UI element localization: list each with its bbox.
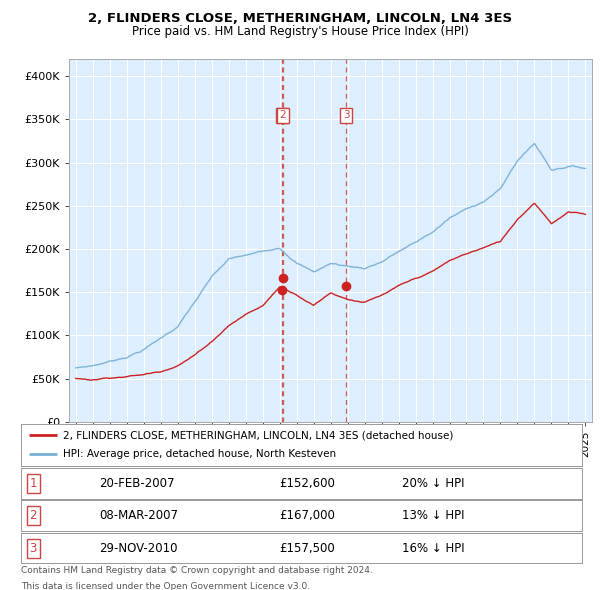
Text: 2, FLINDERS CLOSE, METHERINGHAM, LINCOLN, LN4 3ES: 2, FLINDERS CLOSE, METHERINGHAM, LINCOLN…	[88, 12, 512, 25]
Text: £152,600: £152,600	[279, 477, 335, 490]
Text: 1: 1	[278, 110, 285, 120]
Text: HPI: Average price, detached house, North Kesteven: HPI: Average price, detached house, Nort…	[63, 449, 336, 459]
Text: 2, FLINDERS CLOSE, METHERINGHAM, LINCOLN, LN4 3ES (detached house): 2, FLINDERS CLOSE, METHERINGHAM, LINCOLN…	[63, 430, 454, 440]
Text: 1: 1	[29, 477, 37, 490]
Text: £157,500: £157,500	[279, 542, 335, 555]
Text: Price paid vs. HM Land Registry's House Price Index (HPI): Price paid vs. HM Land Registry's House …	[131, 25, 469, 38]
Text: This data is licensed under the Open Government Licence v3.0.: This data is licensed under the Open Gov…	[21, 582, 310, 590]
Text: 16% ↓ HPI: 16% ↓ HPI	[403, 542, 465, 555]
Text: 29-NOV-2010: 29-NOV-2010	[100, 542, 178, 555]
Text: Contains HM Land Registry data © Crown copyright and database right 2024.: Contains HM Land Registry data © Crown c…	[21, 566, 373, 575]
Text: 3: 3	[29, 542, 37, 555]
Text: 2: 2	[280, 110, 286, 120]
Text: 2: 2	[29, 509, 37, 522]
Text: 3: 3	[343, 110, 349, 120]
Text: 20% ↓ HPI: 20% ↓ HPI	[403, 477, 465, 490]
Text: 20-FEB-2007: 20-FEB-2007	[100, 477, 175, 490]
Text: £167,000: £167,000	[279, 509, 335, 522]
Text: 13% ↓ HPI: 13% ↓ HPI	[403, 509, 465, 522]
Text: 08-MAR-2007: 08-MAR-2007	[100, 509, 179, 522]
